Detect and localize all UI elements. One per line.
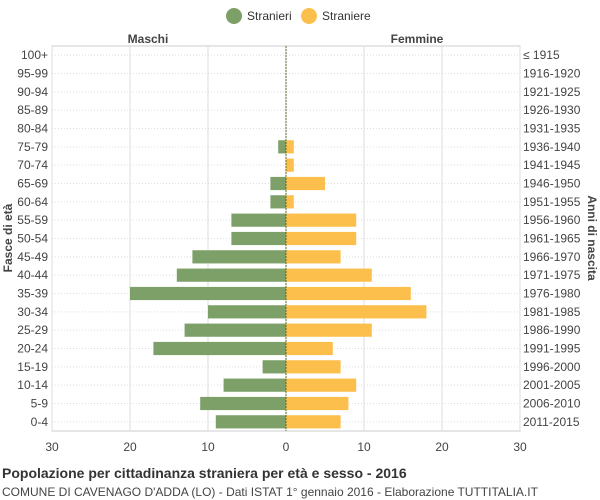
x-tick-label: 30 [45, 440, 59, 454]
bar-male [192, 250, 286, 264]
age-group-label: 85-89 [17, 103, 48, 117]
bar-male [278, 140, 286, 154]
age-group-label: 35-39 [17, 287, 48, 301]
x-tick-label: 10 [201, 440, 215, 454]
chart-subtitle: COMUNE DI CAVENAGO D'ADDA (LO) - Dati IS… [2, 485, 538, 499]
bar-male [223, 378, 286, 392]
age-group-label: 55-59 [17, 213, 48, 227]
age-group-label: 65-69 [17, 177, 48, 191]
age-group-label: 50-54 [17, 232, 48, 246]
bar-female [286, 195, 294, 209]
age-group-label: 5-9 [31, 397, 49, 411]
birth-year-label: 1991-1995 [523, 342, 581, 356]
x-tick-label: 20 [435, 440, 449, 454]
bar-female [286, 323, 372, 337]
age-group-label: 70-74 [17, 158, 48, 172]
birth-year-label: 1926-1930 [523, 103, 581, 117]
birth-year-label: 1931-1935 [523, 122, 581, 136]
age-group-label: 75-79 [17, 140, 48, 154]
age-group-label: 10-14 [17, 378, 48, 392]
age-group-label: 100+ [21, 48, 48, 62]
bar-female [286, 231, 357, 246]
bar-female [286, 415, 341, 429]
age-group-label: 25-29 [17, 323, 48, 337]
bar-female [286, 176, 325, 191]
birth-year-label: 1941-1945 [523, 158, 581, 172]
bar-female [286, 305, 427, 319]
females-header: Femmine [391, 32, 444, 46]
age-group-label: 20-24 [17, 342, 48, 356]
chart-title: Popolazione per cittadinanza straniera p… [2, 465, 407, 481]
age-group-label: 95-99 [17, 67, 48, 81]
bar-male [262, 360, 286, 374]
bar-male [215, 415, 286, 429]
bar-female [286, 268, 372, 282]
bar-male [153, 341, 286, 356]
age-group-label: 30-34 [17, 305, 48, 319]
bar-male [208, 305, 286, 319]
bars [130, 140, 427, 429]
bar-female [286, 286, 411, 301]
birth-year-label: 1936-1940 [523, 140, 581, 154]
x-tick-label: 0 [283, 440, 290, 454]
birth-year-label: 1981-1985 [523, 305, 581, 319]
age-group-label: 90-94 [17, 85, 48, 99]
birth-year-label: 1921-1925 [523, 85, 581, 99]
legend-label: Straniere [322, 9, 371, 23]
labels: 30 20 10 0 10 20 30 100+ ≤ 1915 95-99 1916-1920 90-… [1, 32, 599, 454]
bar-male [231, 231, 286, 246]
age-group-label: 40-44 [17, 268, 48, 282]
males-header: Maschi [128, 32, 169, 46]
birth-year-label: 2001-2005 [523, 378, 581, 392]
x-tick-label: 10 [357, 440, 371, 454]
legend-marker [301, 8, 317, 24]
birth-year-label: 1956-1960 [523, 213, 581, 227]
bar-female [286, 396, 349, 411]
birth-year-label: 1971-1975 [523, 268, 581, 282]
birth-year-label: 2006-2010 [523, 397, 581, 411]
bar-female [286, 341, 333, 356]
bar-male [200, 396, 286, 411]
bar-male [231, 213, 286, 227]
age-group-label: 45-49 [17, 250, 48, 264]
y-axis-title-right: Anni di nascita [585, 195, 599, 281]
bar-female [286, 360, 341, 374]
birth-year-label: 1986-1990 [523, 323, 581, 337]
bar-female [286, 213, 357, 227]
birth-year-label: 1966-1970 [523, 250, 581, 264]
birth-year-label: 2011-2015 [523, 415, 580, 429]
bar-male [176, 268, 286, 282]
age-group-label: 60-64 [17, 195, 48, 209]
bar-female [286, 158, 294, 172]
age-group-label: 15-19 [17, 360, 48, 374]
x-tick-label: 30 [513, 440, 527, 454]
bar-male [270, 195, 286, 209]
birth-year-label: 1976-1980 [523, 287, 581, 301]
bar-female [286, 140, 294, 154]
legend: Stranieri Straniere [226, 8, 371, 24]
birth-year-label: 1961-1965 [523, 232, 581, 246]
bar-male [130, 286, 286, 301]
bar-female [286, 250, 341, 264]
bar-male [270, 176, 286, 191]
y-axis-title-left: Fasce di età [1, 203, 15, 272]
birth-year-label: 1996-2000 [523, 360, 581, 374]
legend-marker [226, 8, 242, 24]
bar-male [184, 323, 286, 337]
legend-label: Stranieri [247, 9, 292, 23]
x-tick-label: 20 [123, 440, 137, 454]
age-group-label: 80-84 [17, 122, 48, 136]
bar-female [286, 378, 357, 392]
birth-year-label: 1951-1955 [523, 195, 581, 209]
birth-year-label: 1946-1950 [523, 177, 581, 191]
birth-year-label: ≤ 1915 [523, 48, 560, 62]
age-group-label: 0-4 [31, 415, 49, 429]
birth-year-label: 1916-1920 [523, 67, 581, 81]
